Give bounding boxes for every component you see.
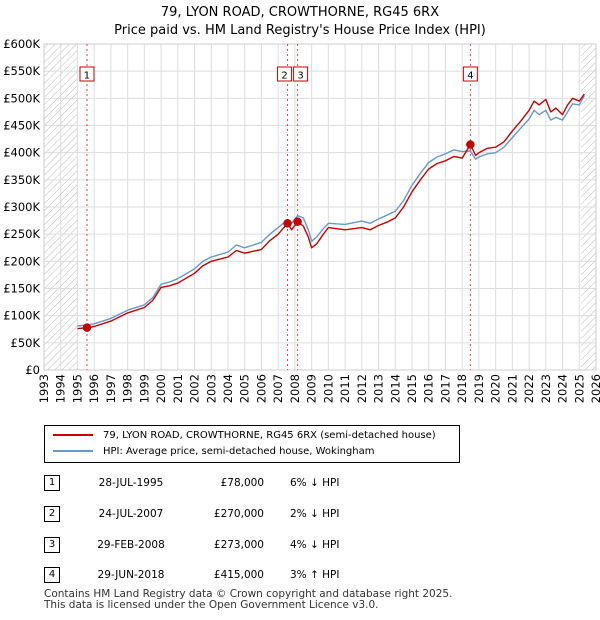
sale-hpi-diff: 3% ↑ HPI <box>290 569 340 581</box>
x-tick-label: 2019 <box>472 374 486 403</box>
y-tick-label: £300K <box>3 200 40 214</box>
sale-marker <box>466 140 475 149</box>
y-tick-label: £100K <box>3 309 40 323</box>
sale-marker <box>82 323 92 332</box>
sale-marker <box>283 219 292 228</box>
footer: Contains HM Land Registry data © Crown c… <box>44 589 452 611</box>
sale-hpi-diff: 6% ↓ HPI <box>290 477 340 489</box>
x-tick-label: 2004 <box>221 374 235 403</box>
x-tick-label: 2000 <box>154 374 168 403</box>
y-tick-label: £350K <box>3 173 40 187</box>
sale-hpi-diff: 2% ↓ HPI <box>290 508 340 520</box>
x-tick-label: 1997 <box>104 374 118 403</box>
x-tick-label: 2002 <box>188 374 202 403</box>
x-tick-label: 2006 <box>254 374 268 403</box>
footer-license: This data is licensed under the Open Gov… <box>44 599 379 611</box>
sale-marker <box>293 217 302 226</box>
chart-title-line1: 79, LYON ROAD, CROWTHORNE, RG45 6RX <box>161 5 439 20</box>
x-tick-label: 2014 <box>388 374 402 403</box>
x-tick-label: 2018 <box>455 374 469 403</box>
legend-item-hpi: HPI: Average price, semi-detached house,… <box>53 445 374 459</box>
x-tick-label: 2011 <box>338 374 352 403</box>
plot-frame <box>43 43 597 371</box>
x-tick-label: 2013 <box>372 374 386 403</box>
sale-marker-badge <box>293 66 309 82</box>
x-tick-label: 2023 <box>539 374 553 403</box>
x-tick-label: 2016 <box>422 374 436 403</box>
sale-date: 28-JUL-1995 <box>98 477 164 489</box>
legend-swatch-hpi <box>53 450 93 452</box>
sale-marker-badge <box>462 66 478 82</box>
y-tick-label: £400K <box>3 146 40 160</box>
hpi-line <box>77 95 585 327</box>
sale-date: 29-JUN-2018 <box>97 569 165 581</box>
x-tick-label: 2012 <box>355 374 369 403</box>
x-tick-label: 2003 <box>204 374 218 403</box>
sale-date: 29-FEB-2008 <box>97 539 165 551</box>
x-tick-label: 2026 <box>589 374 600 403</box>
sale-price: £273,000 <box>213 539 264 551</box>
legend: 79, LYON ROAD, CROWTHORNE, RG45 6RX (sem… <box>44 425 460 463</box>
legend-label-hpi: HPI: Average price, semi-detached house,… <box>103 446 375 457</box>
sale-price: £78,000 <box>220 477 264 489</box>
sale-number-badge: 3 <box>44 537 60 553</box>
x-tick-label: 1998 <box>121 374 135 403</box>
legend-item-property: 79, LYON ROAD, CROWTHORNE, RG45 6RX (sem… <box>53 429 436 443</box>
x-tick-label: 2008 <box>288 374 302 403</box>
y-tick-label: £250K <box>3 227 40 241</box>
sale-number-badge: 2 <box>44 506 60 522</box>
x-tick-label: 2001 <box>171 374 185 403</box>
sale-price: £415,000 <box>213 569 264 581</box>
property-price-line <box>77 93 585 330</box>
y-tick-label: £600K <box>3 37 40 51</box>
x-tick-label: 2021 <box>505 374 519 403</box>
x-tick-label: 2020 <box>489 374 503 403</box>
x-tick-label: 1993 <box>37 374 51 403</box>
y-tick-label: £200K <box>3 254 40 268</box>
y-tick-label: £550K <box>3 64 40 78</box>
x-tick-label: 1994 <box>54 374 68 403</box>
sale-date: 24-JUL-2007 <box>98 508 164 520</box>
x-tick-label: 2022 <box>522 374 536 403</box>
y-tick-label: £450K <box>3 119 40 133</box>
x-tick-label: 1996 <box>87 374 101 403</box>
sale-marker-label: 4 <box>467 71 473 82</box>
x-tick-label: 2024 <box>556 374 570 403</box>
x-tick-label: 2007 <box>271 374 285 403</box>
y-tick-label: £0 <box>25 363 40 377</box>
price-chart: 79, LYON ROAD, CROWTHORNE, RG45 6RX Pric… <box>3 5 600 403</box>
x-tick-label: 2005 <box>238 374 252 403</box>
y-tick-label: £50K <box>11 336 41 350</box>
legend-swatch-property <box>53 434 93 436</box>
x-tick-label: 2015 <box>405 374 419 403</box>
sale-marker-badge <box>277 66 293 82</box>
sale-marker-label: 2 <box>281 71 287 82</box>
x-tick-label: 1995 <box>70 374 84 403</box>
chart-title-line2: Price paid vs. HM Land Registry's House … <box>114 23 486 38</box>
sale-price: £270,000 <box>213 508 264 520</box>
x-tick-label: 2025 <box>572 374 586 403</box>
sale-number-badge: 4 <box>44 567 60 583</box>
x-tick-label: 2017 <box>438 374 452 403</box>
x-tick-label: 1999 <box>137 374 151 403</box>
x-tick-label: 2009 <box>305 374 319 403</box>
footer-copyright: Contains HM Land Registry data © Crown c… <box>44 588 453 600</box>
x-tick-label: 2010 <box>321 374 335 403</box>
legend-label-property: 79, LYON ROAD, CROWTHORNE, RG45 6RX (sem… <box>103 430 436 441</box>
sale-marker-badge <box>79 66 95 82</box>
y-tick-label: £150K <box>3 282 40 296</box>
sale-hpi-diff: 4% ↓ HPI <box>290 539 340 551</box>
sale-marker-label: 3 <box>297 71 303 82</box>
y-tick-label: £500K <box>3 91 40 105</box>
sale-number-badge: 1 <box>44 475 60 491</box>
sale-marker-label: 1 <box>84 71 90 82</box>
